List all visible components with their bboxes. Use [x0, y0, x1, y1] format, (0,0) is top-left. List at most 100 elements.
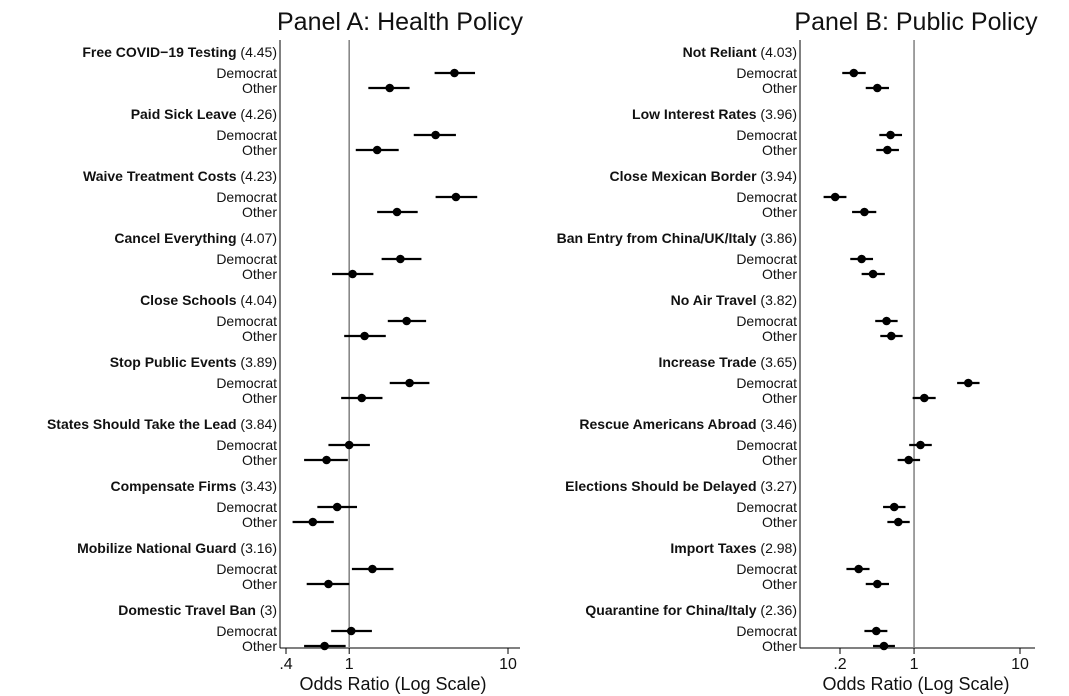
item-label: Low Interest Rates — [632, 106, 760, 122]
estimate-point — [332, 502, 342, 512]
estimate-point — [308, 517, 318, 527]
estimate-point — [324, 579, 333, 589]
estimate-point — [357, 393, 367, 403]
item-title: Import Taxes (2.98) — [670, 540, 797, 556]
panel-b-public-policy: Panel B: Public Policy Odds Ratio (Log S… — [557, 8, 1038, 694]
item-score: (3.65) — [760, 354, 797, 370]
item-score: (4.07) — [240, 230, 277, 246]
item-label: Paid Sick Leave — [131, 106, 241, 122]
panel-a-title: Panel A: Health Policy — [277, 8, 523, 36]
estimate-point — [854, 564, 863, 574]
x-tick-label: 10 — [1011, 656, 1029, 673]
group-label: Democrat — [736, 127, 797, 143]
group-label: Other — [762, 80, 797, 96]
item-title: Cancel Everything (4.07) — [114, 230, 277, 246]
item-title: Close Schools (4.04) — [140, 292, 277, 308]
group-label: Other — [242, 576, 277, 592]
item-score: (4.23) — [240, 168, 277, 184]
estimate-point — [916, 440, 925, 450]
estimate-point — [871, 626, 881, 636]
estimate-point — [886, 130, 895, 140]
group-label: Democrat — [216, 561, 277, 577]
group-label: Democrat — [736, 375, 797, 391]
item-score: (3) — [260, 602, 277, 618]
panel-a-x-axis-title: Odds Ratio (Log Scale) — [299, 674, 486, 694]
group-label: Other — [242, 390, 277, 406]
item-title: Compensate Firms (3.43) — [110, 478, 277, 494]
group-label: Other — [762, 452, 797, 468]
estimate-point — [451, 192, 461, 202]
estimate-point — [392, 207, 402, 217]
x-tick-label: 1 — [910, 656, 919, 673]
item-score: (3.46) — [760, 416, 797, 432]
item-label: Increase Trade — [658, 354, 760, 370]
item-label: Mobilize National Guard — [77, 540, 240, 556]
item-score: (3.84) — [240, 416, 277, 432]
estimate-point — [396, 254, 405, 264]
group-label: Democrat — [216, 251, 277, 267]
estimate-point — [883, 145, 892, 155]
item-label: Compensate Firms — [110, 478, 240, 494]
estimate-point — [860, 207, 869, 217]
item-label: Close Schools — [140, 292, 240, 308]
group-label: Democrat — [736, 623, 797, 639]
item-title: Low Interest Rates (3.96) — [632, 106, 797, 122]
x-tick-label: .2 — [833, 656, 846, 673]
item-score: (3.16) — [240, 540, 277, 556]
estimate-point — [405, 378, 414, 388]
estimate-point — [402, 316, 411, 326]
group-label: Democrat — [216, 437, 277, 453]
item-title: Mobilize National Guard (3.16) — [77, 540, 277, 556]
group-label: Other — [242, 142, 277, 158]
item-score: (2.36) — [760, 602, 797, 618]
estimate-point — [348, 269, 357, 279]
estimate-point — [320, 641, 329, 651]
group-label: Democrat — [736, 437, 797, 453]
panel-a-health-policy: Panel A: Health Policy Odds Ratio (Log S… — [47, 8, 524, 694]
item-score: (4.45) — [240, 44, 277, 60]
estimate-point — [372, 145, 382, 155]
group-label: Democrat — [736, 65, 797, 81]
group-label: Other — [242, 514, 277, 530]
group-label: Democrat — [736, 561, 797, 577]
item-title: Paid Sick Leave (4.26) — [131, 106, 277, 122]
item-score: (2.98) — [760, 540, 797, 556]
group-label: Democrat — [736, 189, 797, 205]
item-label: Free COVID−19 Testing — [82, 44, 240, 60]
estimate-point — [368, 564, 377, 574]
item-title: Increase Trade (3.65) — [658, 354, 797, 370]
item-label: Not Reliant — [683, 44, 761, 60]
group-label: Democrat — [216, 127, 277, 143]
item-label: Waive Treatment Costs — [83, 168, 240, 184]
estimate-point — [450, 68, 459, 78]
group-label: Other — [242, 638, 277, 654]
group-label: Democrat — [736, 313, 797, 329]
item-label: Elections Should be Delayed — [565, 478, 760, 494]
x-tick-label: 1 — [345, 656, 354, 673]
group-label: Democrat — [216, 65, 277, 81]
item-title: Close Mexican Border (3.94) — [609, 168, 797, 184]
item-title: Elections Should be Delayed (3.27) — [565, 478, 797, 494]
estimate-point — [344, 440, 354, 450]
group-label: Democrat — [216, 189, 277, 205]
group-label: Democrat — [736, 499, 797, 515]
item-title: Stop Public Events (3.89) — [110, 354, 277, 370]
estimate-point — [431, 130, 440, 140]
estimate-point — [879, 641, 889, 651]
estimate-point — [882, 316, 891, 326]
item-title: Quarantine for China/Italy (2.36) — [585, 602, 797, 618]
item-label: Ban Entry from China/UK/Italy — [557, 230, 761, 246]
group-label: Other — [242, 266, 277, 282]
item-label: Cancel Everything — [114, 230, 240, 246]
estimate-point — [849, 68, 859, 78]
estimate-point — [904, 455, 913, 465]
item-score: (4.04) — [240, 292, 277, 308]
estimate-point — [920, 393, 929, 403]
item-score: (4.26) — [240, 106, 277, 122]
group-label: Other — [762, 328, 797, 344]
item-score: (3.27) — [760, 478, 797, 494]
group-label: Democrat — [216, 375, 277, 391]
panel-b-x-axis-title: Odds Ratio (Log Scale) — [822, 674, 1009, 694]
estimate-point — [322, 455, 331, 465]
